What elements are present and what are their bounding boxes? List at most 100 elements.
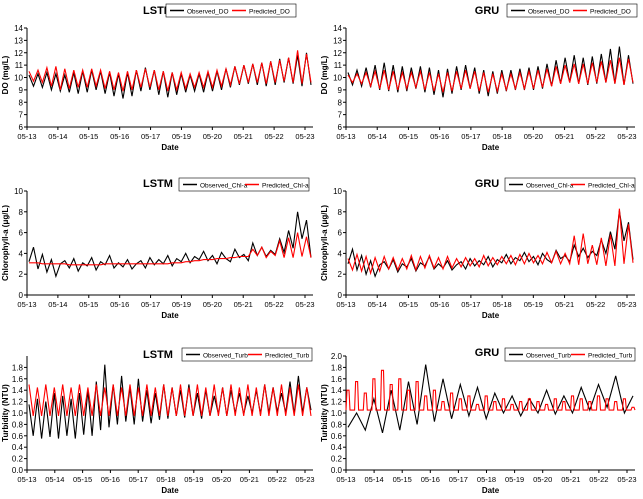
y-tick-label: 8	[19, 208, 24, 217]
x-tick-label: 05-16	[430, 132, 449, 141]
x-tick-label: 05-15	[393, 475, 412, 484]
y-tick-label: 13	[333, 36, 342, 45]
x-tick-label: 05-23	[617, 132, 636, 141]
legend-label-observed: Observed_DO	[187, 9, 229, 16]
legend: Observed_Chl-a Predicted_Chl-a	[504, 177, 636, 192]
legend-box	[506, 3, 638, 18]
y-tick-label: 6	[19, 123, 24, 132]
y-tick-label: 1.6	[12, 375, 24, 384]
x-tick-label: 05-16	[430, 300, 449, 309]
x-tick-label: 05-17	[461, 132, 480, 141]
y-axis-label: Chlorophyll-a (μg/L)	[320, 205, 329, 281]
y-tick-label: 14	[333, 24, 342, 33]
legend-box	[504, 177, 636, 192]
legend: Observed_DO Predicted_DO	[506, 3, 638, 18]
y-tick-label: 0.2	[331, 455, 343, 464]
x-tick-label: 05-18	[477, 475, 496, 484]
y-tick-label: 0.0	[331, 466, 343, 475]
series-line-predicted	[345, 369, 636, 411]
y-tick-label: 1.4	[12, 386, 24, 395]
y-tick-label: 12	[333, 49, 342, 58]
x-tick-label: 05-16	[421, 475, 440, 484]
x-tick-label: 05-20	[524, 132, 543, 141]
x-axis-label: Date	[482, 143, 500, 152]
x-tick-label: 05-17	[141, 132, 160, 141]
x-tick-label: 05-18	[493, 300, 512, 309]
y-tick-label: 1.6	[331, 375, 343, 384]
series-line-observed	[347, 210, 634, 278]
x-tick-label: 05-14	[48, 300, 67, 309]
x-tick-label: 05-21	[240, 475, 259, 484]
chart-title: GRU	[475, 347, 500, 359]
chart-title: LSTM	[143, 178, 173, 190]
series-line-observed	[28, 52, 312, 99]
x-tick-label: 05-19	[172, 300, 191, 309]
x-tick-label: 05-13	[17, 475, 36, 484]
y-tick-label: 8	[19, 98, 24, 107]
x-tick-label: 05-14	[368, 300, 387, 309]
y-axis-label: Chlorophyll-a (μg/L)	[1, 205, 10, 281]
legend-label-predicted: Predicted_DO	[249, 9, 290, 16]
x-tick-label: 05-19	[172, 132, 191, 141]
y-tick-label: 0.4	[12, 443, 24, 452]
chart-title: GRU	[475, 178, 500, 190]
chart-title: LSTM	[143, 5, 173, 17]
y-tick-label: 1.2	[331, 398, 343, 407]
x-tick-label: 05-20	[212, 475, 231, 484]
y-tick-label: 12	[14, 49, 23, 58]
x-axis-label: Date	[161, 311, 179, 320]
legend-box	[165, 3, 297, 18]
x-tick-label: 05-17	[461, 300, 480, 309]
y-tick-label: 10	[14, 187, 23, 196]
legend-label-predicted: Predicted_Turb	[265, 353, 310, 360]
x-tick-label: 05-22	[589, 475, 608, 484]
x-tick-label: 05-14	[368, 132, 387, 141]
y-tick-label: 1.4	[331, 386, 343, 395]
y-tick-label: 2	[338, 270, 343, 279]
x-tick-label: 05-19	[184, 475, 203, 484]
legend-box	[504, 347, 636, 362]
y-tick-label: 13	[14, 36, 23, 45]
y-tick-label: 8	[338, 98, 343, 107]
x-tick-label: 05-14	[365, 475, 384, 484]
x-tick-label: 05-21	[555, 300, 574, 309]
x-tick-label: 05-21	[555, 132, 574, 141]
legend: Observed_Turb Predicted_Turb	[504, 347, 636, 362]
x-tick-label: 05-13	[17, 300, 36, 309]
y-tick-label: 0.0	[12, 466, 24, 475]
legend-label-observed: Observed_Chl-a	[526, 183, 574, 190]
legend-label-predicted: Predicted_Chl-a	[262, 183, 309, 190]
y-tick-label: 10	[333, 187, 342, 196]
legend: Observed_Turb Predicted_Turb	[181, 347, 313, 362]
x-axis-label: Date	[482, 311, 500, 320]
y-tick-label: 8	[338, 208, 343, 217]
chart-panel-2: 6 7 8 9 10 11 12 13 14 05-13 05-14 05-15 05-16 05-17 0…	[320, 3, 638, 152]
y-tick-label: 0	[338, 291, 343, 300]
x-tick-label: 05-17	[129, 475, 148, 484]
chart-panel-6: 0.0 0.2 0.4 0.6 0.8 1.0 1.2 1.4 1.6 1.8 2.0 05-13 05…	[320, 347, 637, 495]
x-tick-label: 05-22	[586, 132, 605, 141]
y-tick-label: 1.0	[12, 409, 24, 418]
y-tick-label: 11	[334, 61, 343, 70]
y-axis-label: Turbidity (NTU)	[320, 384, 329, 442]
legend-box	[181, 347, 313, 362]
y-tick-label: 11	[15, 61, 24, 70]
y-tick-label: 0	[19, 291, 24, 300]
legend-label-observed: Observed_Turb	[203, 353, 248, 360]
y-tick-label: 10	[333, 74, 342, 83]
legend: Observed_Chl-a Predicted_Chl-a	[178, 177, 310, 192]
y-tick-label: 0.4	[331, 443, 343, 452]
series-line-observed	[28, 211, 312, 279]
y-tick-label: 7	[338, 111, 343, 120]
x-tick-label: 05-14	[45, 475, 64, 484]
y-axis-label: Turbidity (NTU)	[1, 384, 10, 442]
x-axis-label: Date	[161, 143, 179, 152]
legend-label-observed: Observed_Turb	[526, 353, 571, 360]
x-tick-label: 05-13	[336, 300, 355, 309]
x-tick-label: 05-19	[524, 300, 543, 309]
y-axis-label: DO (mg/L)	[320, 55, 329, 94]
y-tick-label: 6	[338, 123, 343, 132]
y-tick-label: 0.6	[331, 432, 343, 441]
y-tick-label: 0.6	[12, 432, 24, 441]
